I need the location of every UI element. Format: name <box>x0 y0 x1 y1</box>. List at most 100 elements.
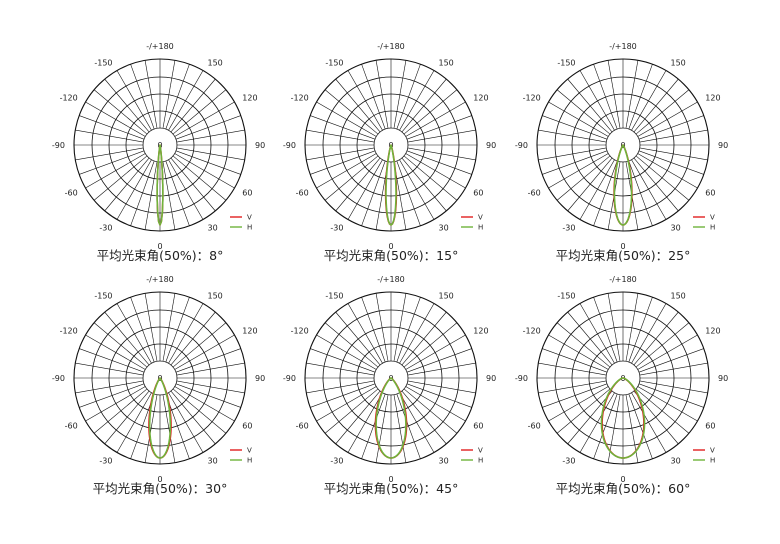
polar-spoke <box>403 388 458 434</box>
angle-tick-label: 90 <box>486 141 496 150</box>
polar-chart-6: 0306090120150-/+180-150-120-90-60-300VH平… <box>515 275 728 496</box>
polar-spoke <box>548 386 609 422</box>
polar-spoke <box>637 153 698 189</box>
polar-spoke <box>316 386 377 422</box>
legend-v-label: V <box>710 447 715 455</box>
polar-spoke <box>176 380 245 394</box>
polar-spoke <box>335 390 381 445</box>
polar-spoke <box>579 70 615 131</box>
polar-spoke <box>407 129 476 143</box>
polar-spoke <box>79 383 145 408</box>
polar-spoke <box>168 392 204 453</box>
polar-spoke <box>635 89 690 135</box>
angle-tick-label: -120 <box>291 94 309 103</box>
polar-spoke <box>176 147 245 161</box>
polar-spoke <box>406 115 472 140</box>
polar-spoke <box>165 160 190 226</box>
polar-spoke <box>93 155 148 201</box>
polar-spoke <box>175 115 241 140</box>
polar-spoke <box>170 78 216 133</box>
polar-spoke <box>399 392 435 453</box>
angle-tick-label: -/+180 <box>146 275 174 284</box>
polar-spoke <box>175 348 241 373</box>
polar-spoke <box>593 160 618 226</box>
angle-tick-label: 90 <box>255 374 265 383</box>
polar-spoke <box>401 157 447 212</box>
polar-spoke <box>579 303 615 364</box>
polar-spoke <box>639 380 708 394</box>
polar-spoke <box>593 64 618 130</box>
angle-tick-label: -/+180 <box>609 275 637 284</box>
series-h-curve <box>156 144 164 226</box>
angle-tick-label: 150 <box>439 59 454 68</box>
angle-tick-label: -60 <box>528 422 541 431</box>
angle-tick-label: -30 <box>99 223 112 232</box>
polar-spoke <box>316 101 377 137</box>
polar-spoke <box>75 129 144 143</box>
angle-tick-label: 30 <box>208 223 218 232</box>
angle-tick-label: 60 <box>705 189 715 198</box>
polar-spoke <box>405 334 466 370</box>
angle-tick-label: -/+180 <box>609 42 637 51</box>
polar-spoke <box>306 362 375 376</box>
polar-spoke <box>324 388 379 434</box>
polar-spoke <box>116 392 152 453</box>
polar-spoke <box>639 147 708 161</box>
polar-spoke <box>85 386 146 422</box>
polar-spoke <box>556 155 611 201</box>
polar-spoke <box>174 334 235 370</box>
polar-spoke <box>567 390 613 445</box>
polar-spoke <box>635 322 690 368</box>
angle-tick-label: 30 <box>439 223 449 232</box>
polar-spoke <box>361 64 386 130</box>
polar-spoke <box>567 157 613 212</box>
polar-spoke <box>567 78 613 133</box>
polar-spoke <box>607 293 621 362</box>
polar-spoke <box>130 64 155 130</box>
angle-tick-label: -150 <box>94 59 112 68</box>
angle-tick-label: 60 <box>473 422 483 431</box>
angle-tick-label: -120 <box>60 327 78 336</box>
polar-spoke <box>172 89 227 135</box>
angle-tick-label: -30 <box>330 456 343 465</box>
polar-spoke <box>347 159 383 220</box>
angle-tick-label: 120 <box>473 94 488 103</box>
polar-spoke <box>170 311 216 366</box>
angle-tick-label: -60 <box>296 189 309 198</box>
polar-spoke <box>176 362 245 376</box>
angle-tick-label: 30 <box>439 456 449 465</box>
polar-spoke <box>175 150 241 175</box>
polar-spoke <box>399 159 435 220</box>
polar-spoke <box>637 101 698 137</box>
angle-tick-label: -150 <box>557 59 575 68</box>
legend-v-label: V <box>247 447 252 455</box>
polar-spoke <box>375 60 389 129</box>
polar-spoke <box>170 157 216 212</box>
polar-spoke <box>393 394 407 463</box>
polar-spoke <box>174 153 235 189</box>
polar-chart-4: 0306090120150-/+180-150-120-90-60-300VH平… <box>52 275 265 496</box>
polar-spoke <box>579 159 615 220</box>
angle-tick-label: -/+180 <box>377 275 405 284</box>
angle-tick-label: -150 <box>325 59 343 68</box>
polar-spoke <box>639 129 708 143</box>
angle-tick-label: 60 <box>705 422 715 431</box>
polar-spoke <box>406 150 472 175</box>
polar-spoke <box>638 348 704 373</box>
angle-tick-label: 120 <box>705 327 720 336</box>
angle-tick-label: -30 <box>562 456 575 465</box>
chart-caption: 平均光束角(50%)：30° <box>93 481 228 496</box>
polar-spoke <box>79 348 145 373</box>
polar-spoke <box>548 153 609 189</box>
legend-v-label: V <box>478 447 483 455</box>
polar-spoke <box>631 159 667 220</box>
angle-tick-label: 150 <box>439 292 454 301</box>
polar-spoke <box>405 153 466 189</box>
angle-tick-label: -/+180 <box>377 42 405 51</box>
polar-spoke <box>162 394 176 463</box>
polar-chart-2: 0306090120150-/+180-150-120-90-60-300VH平… <box>283 42 496 263</box>
series-h-curve <box>600 377 646 459</box>
polar-spoke <box>104 390 150 445</box>
polar-spoke <box>335 311 381 366</box>
polar-spoke <box>162 161 176 230</box>
